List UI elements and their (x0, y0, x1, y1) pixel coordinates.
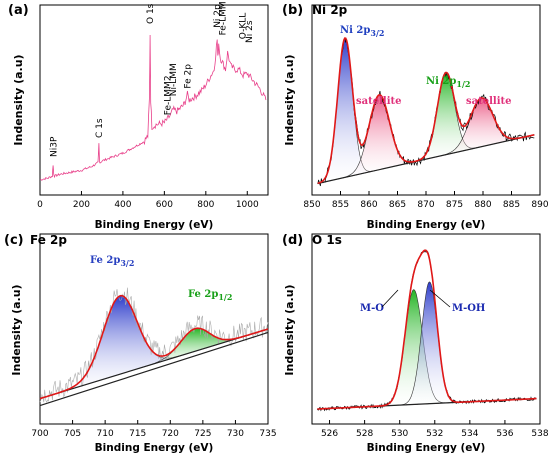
series (39, 287, 269, 407)
x-tick-label: 725 (194, 429, 211, 439)
panel-survey: (a) 0 200 400 600 800 1000 Ni3P C 1s Fe-LMM2Ni-… (8, 1, 269, 231)
x-tick-label: 538 (531, 429, 548, 439)
peak-label: M-OH (452, 303, 485, 314)
x-axis-ticks: 850 855 860 865 870 875 880 885 890 (303, 191, 549, 210)
x-tick-label: 0 (37, 200, 43, 210)
peak-annotation: Fe-LMM (218, 1, 228, 35)
peak-annotation: O 1s (146, 3, 156, 24)
background-line (317, 134, 535, 185)
envelope-line (317, 249, 537, 410)
x-tick-label: 700 (31, 429, 48, 439)
peak-labels: M-O M-OH (360, 289, 485, 314)
raw-data-line (39, 287, 269, 403)
x-tick-label: 1000 (236, 200, 259, 210)
x-tick-label: 526 (321, 429, 338, 439)
x-tick-label: 536 (496, 429, 513, 439)
peak-annotation: Ni3P (50, 136, 60, 157)
x-tick-label: 528 (356, 429, 373, 439)
x-axis-label: Binding Energy (eV) (95, 219, 214, 231)
survey-spectrum-line (39, 34, 267, 181)
x-tick-label: 600 (156, 200, 173, 210)
x-axis-label: Binding Energy (eV) (95, 442, 214, 454)
peak-annotation: Ni 2p (213, 4, 223, 28)
x-tick-label: 710 (97, 429, 114, 439)
x-tick-label: 532 (426, 429, 443, 439)
peak-label: Ni 2p1/2 (426, 76, 470, 89)
peak-labels: Fe 2p3/2 Fe 2p1/2 (90, 255, 232, 302)
x-tick-label: 200 (73, 200, 90, 210)
x-axis-ticks: 526 528 530 532 534 536 538 (321, 420, 549, 439)
y-axis-label: Indensity (a.u) (12, 54, 25, 145)
series (316, 249, 537, 412)
x-tick-label: 850 (303, 200, 320, 210)
envelope-line (39, 294, 269, 400)
peak-label: satellite (356, 96, 401, 107)
peak-label: Ni 2p3/2 (340, 25, 384, 38)
x-tick-label: 720 (162, 429, 179, 439)
peak-annotation: Ni 2s (245, 20, 255, 43)
peak-labels: Ni 2p3/2 satellite Ni 2p1/2 satellite (340, 25, 511, 107)
x-axis-ticks: 700 705 710 715 720 725 730 735 (31, 420, 277, 439)
x-tick-label: 715 (129, 429, 146, 439)
x-tick-label: 865 (389, 200, 406, 210)
peak-label: Fe 2p3/2 (90, 255, 134, 268)
panel-fe2p: (c) Fe 2p 700 705 710 715 720 725 730 735 Fe 2p… (4, 233, 277, 454)
x-tick-label: 880 (474, 200, 491, 210)
plot-frame (39, 4, 269, 196)
panel-o1s: (d) O 1s 526 528 530 532 534 536 538 M-O M-OH B… (282, 233, 549, 454)
x-tick-label: 890 (531, 200, 548, 210)
label-pointer (429, 289, 451, 308)
peak-label: M-O (360, 303, 384, 314)
x-tick-label: 875 (446, 200, 463, 210)
panel-label: (b) (282, 3, 303, 18)
peak-label: satellite (466, 96, 511, 107)
y-axis-label: Indensity (a.u) (283, 284, 296, 375)
peak-annotation: Fe-LMM2 (164, 75, 174, 115)
x-tick-label: 400 (114, 200, 131, 210)
x-axis-label: Binding Energy (eV) (367, 219, 486, 231)
peak-annotation: C 1s (95, 118, 105, 138)
peak-label: Fe 2p1/2 (188, 289, 232, 302)
x-tick-label: 870 (417, 200, 434, 210)
x-tick-label: 530 (391, 429, 408, 439)
series (39, 34, 267, 181)
x-tick-label: 860 (360, 200, 377, 210)
panel-ni2p: (b) Ni 2p 850 855 860 865 870 875 880 885 890 Ni… (282, 3, 549, 231)
x-tick-label: 730 (227, 429, 244, 439)
label-pointer (381, 289, 399, 308)
peak-annotation: Ni-LMM (169, 63, 179, 96)
panel-title: Ni 2p (312, 3, 348, 17)
series (317, 37, 535, 187)
y-axis-label: Indensity (a.u) (283, 54, 296, 145)
x-tick-label: 855 (332, 200, 349, 210)
panel-title: Fe 2p (30, 233, 67, 247)
x-tick-label: 534 (461, 429, 478, 439)
background-line (39, 331, 269, 407)
panel-label: (d) (282, 233, 303, 248)
panel-label: (c) (4, 233, 24, 248)
peak-annotation: O-KLL (239, 13, 249, 40)
panel-label: (a) (8, 3, 29, 18)
x-axis-ticks: 0 200 400 600 800 1000 (37, 191, 259, 210)
x-tick-label: 800 (197, 200, 214, 210)
x-axis-label: Binding Energy (eV) (367, 442, 486, 454)
x-tick-label: 735 (259, 429, 276, 439)
background-line (39, 328, 269, 400)
y-axis-label: Indensity (a.u) (10, 284, 23, 375)
x-tick-label: 705 (64, 429, 81, 439)
envelope-line (317, 37, 535, 185)
plot-frame (311, 233, 541, 425)
peak-annotation: Fe 2p (183, 64, 193, 89)
x-tick-label: 885 (503, 200, 520, 210)
panel-title: O 1s (312, 233, 342, 247)
